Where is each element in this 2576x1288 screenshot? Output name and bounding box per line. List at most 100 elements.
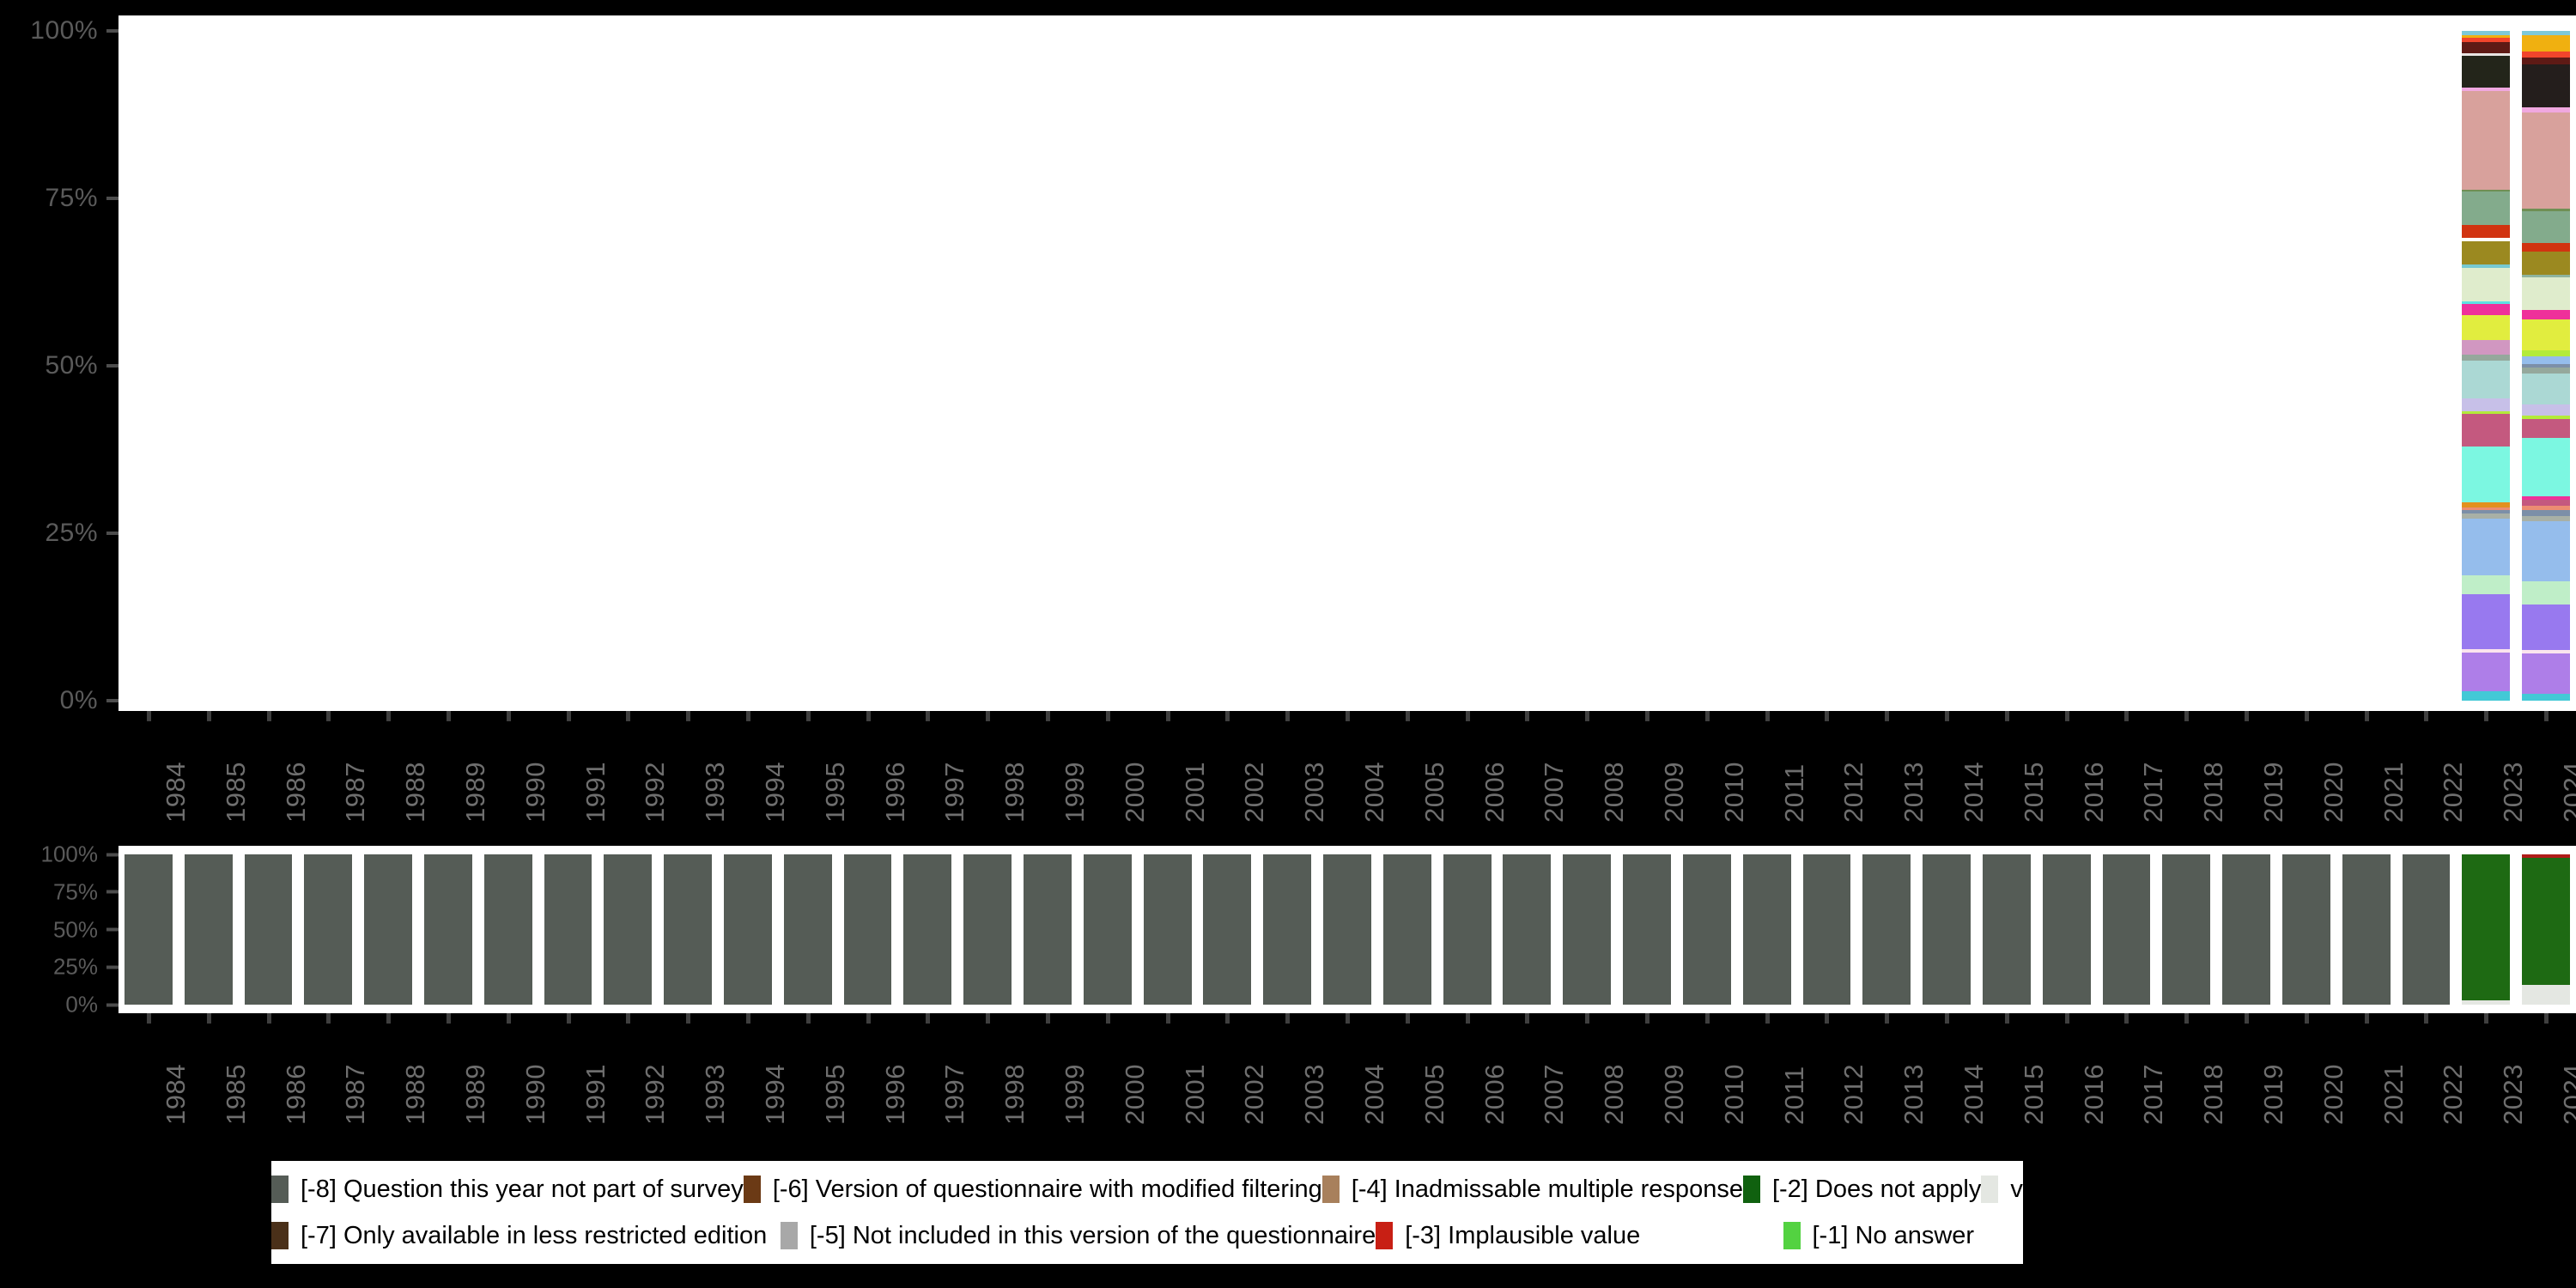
legend-item[interactable]: [-3] Implausible value	[1376, 1222, 1783, 1250]
bottom-bar-2019[interactable]	[2222, 854, 2270, 1005]
top-x-tick-label: 1989	[459, 762, 490, 823]
bottom-bar-segment	[664, 854, 713, 1005]
bottom-bar-2011[interactable]	[1742, 854, 1791, 1005]
legend-label: [-1] No answer	[1812, 1221, 1975, 1249]
bottom-bar-2002[interactable]	[1203, 854, 1252, 1005]
bottom-x-tick-mark	[745, 1013, 750, 1024]
bottom-bar-2005[interactable]	[1382, 854, 1431, 1005]
legend-item[interactable]: [-8] Question this year not part of surv…	[271, 1176, 744, 1204]
top-x-tick-mark	[446, 711, 451, 721]
bottom-bar-segment	[2162, 854, 2211, 1005]
bottom-bar-segment	[1623, 854, 1671, 1005]
bottom-bar-1991[interactable]	[544, 854, 592, 1005]
bottom-bar-2008[interactable]	[1563, 854, 1612, 1005]
bottom-bar-1996[interactable]	[843, 854, 892, 1005]
top-bar-segment	[2522, 505, 2571, 511]
bottom-bar-1985[interactable]	[184, 854, 233, 1005]
bottom-bar-2001[interactable]	[1143, 854, 1192, 1005]
bottom-bar-segment	[783, 854, 832, 1005]
bottom-bar-2000[interactable]	[1083, 854, 1132, 1005]
bottom-bar-2018[interactable]	[2162, 854, 2211, 1005]
bottom-bar-2023[interactable]	[2462, 854, 2511, 1005]
legend-item[interactable]: [-1] No answer	[1783, 1222, 2024, 1250]
top-bar-segment	[2522, 515, 2571, 521]
top-bar-2024[interactable]	[2522, 31, 2571, 701]
bottom-bar-2006[interactable]	[1443, 854, 1492, 1005]
bottom-bar-2020[interactable]	[2281, 854, 2330, 1005]
bottom-bar-2004[interactable]	[1323, 854, 1371, 1005]
bottom-bar-2007[interactable]	[1503, 854, 1552, 1005]
legend-item[interactable]: [-5] Not included in this version of the…	[780, 1222, 1376, 1250]
bottom-bar-2021[interactable]	[2342, 854, 2391, 1005]
bottom-bar-1989[interactable]	[424, 854, 472, 1005]
bottom-x-tick-mark	[986, 1013, 991, 1024]
bottom-x-tick-mark	[266, 1013, 271, 1024]
top-y-tick: 0%	[60, 686, 118, 715]
bottom-x-tick-label: 2017	[2138, 1064, 2169, 1125]
top-x-tick-mark	[2245, 711, 2250, 721]
bottom-bar-2009[interactable]	[1623, 854, 1671, 1005]
bottom-x-tick-label: 2024	[2558, 1064, 2576, 1125]
top-bar-segment	[2462, 38, 2511, 43]
top-x-tick-label: 1992	[640, 762, 671, 823]
top-bar-segment	[2462, 189, 2511, 192]
legend-item[interactable]: [-7] Only available in less restricted e…	[271, 1222, 781, 1250]
bottom-bar-1998[interactable]	[963, 854, 1012, 1005]
bottom-bar-1990[interactable]	[483, 854, 532, 1005]
top-bar-segment	[2462, 518, 2511, 576]
bottom-bar-1993[interactable]	[664, 854, 713, 1005]
bottom-bar-1992[interactable]	[604, 854, 653, 1005]
legend-item[interactable]: [-4] Inadmissable multiple response	[1321, 1176, 1743, 1204]
bottom-bar-2013[interactable]	[1862, 854, 1911, 1005]
bottom-bar-segment	[604, 854, 653, 1005]
top-x-tick-mark	[1885, 711, 1890, 721]
top-bar-2023[interactable]	[2462, 31, 2511, 701]
top-x-tick-label: 2012	[1838, 762, 1869, 823]
top-x-tick-mark	[2124, 711, 2129, 721]
top-x-tick-mark	[326, 711, 331, 721]
bottom-bar-1984[interactable]	[124, 854, 173, 1005]
bottom-bar-1995[interactable]	[783, 854, 832, 1005]
legend-item[interactable]: [-2] Does not apply	[1742, 1176, 1981, 1204]
top-bar-segment	[2462, 52, 2511, 56]
legend-swatch-icon	[780, 1222, 798, 1249]
top-bar-segment	[2522, 52, 2571, 58]
top-bar-segment	[2522, 209, 2571, 212]
bottom-bar-2015[interactable]	[1982, 854, 2031, 1005]
bottom-bar-2022[interactable]	[2402, 854, 2451, 1005]
bottom-bar-1988[interactable]	[364, 854, 413, 1005]
top-x-tick-label: 2006	[1479, 762, 1510, 823]
top-bar-segment	[2462, 513, 2511, 519]
bottom-bar-2010[interactable]	[1682, 854, 1731, 1005]
bottom-bar-2003[interactable]	[1263, 854, 1312, 1005]
top-x-tick-mark	[866, 711, 871, 721]
bottom-x-tick-label: 2005	[1419, 1064, 1449, 1125]
bottom-bar-segment	[424, 854, 472, 1005]
legend-swatch-icon	[743, 1176, 761, 1203]
bottom-bar-2017[interactable]	[2102, 854, 2151, 1005]
bottom-bar-segment	[1323, 854, 1371, 1005]
bottom-bar-2024[interactable]	[2522, 854, 2571, 1005]
top-x-tick-label: 2007	[1539, 762, 1570, 823]
bottom-bar-1994[interactable]	[724, 854, 772, 1005]
bottom-bar-1997[interactable]	[903, 854, 952, 1005]
bottom-bar-1987[interactable]	[304, 854, 353, 1005]
bottom-bar-1999[interactable]	[1024, 854, 1072, 1005]
bottom-x-tick-label: 2021	[2378, 1064, 2409, 1125]
bottom-x-tick-mark	[386, 1013, 392, 1024]
legend-item[interactable]: valid cases	[1981, 1176, 2134, 1204]
top-x-tick-mark	[2004, 711, 2009, 721]
bottom-bar-2014[interactable]	[1923, 854, 1971, 1005]
bottom-bar-2012[interactable]	[1802, 854, 1851, 1005]
legend-item[interactable]: [-6] Version of questionnaire with modif…	[743, 1176, 1322, 1204]
top-bar-segment	[2522, 107, 2571, 113]
bottom-bar-1986[interactable]	[244, 854, 293, 1005]
bottom-x-tick-mark	[326, 1013, 331, 1024]
bottom-x-tick-mark	[1225, 1013, 1230, 1024]
top-y-tick: 50%	[45, 351, 118, 380]
top-x-tick-label: 1984	[160, 762, 191, 823]
bottom-bar-2016[interactable]	[2042, 854, 2091, 1005]
top-x-tick-label: 2005	[1419, 762, 1449, 823]
bottom-bar-segment	[1024, 854, 1072, 1005]
bottom-x-tick-mark	[2124, 1013, 2129, 1024]
